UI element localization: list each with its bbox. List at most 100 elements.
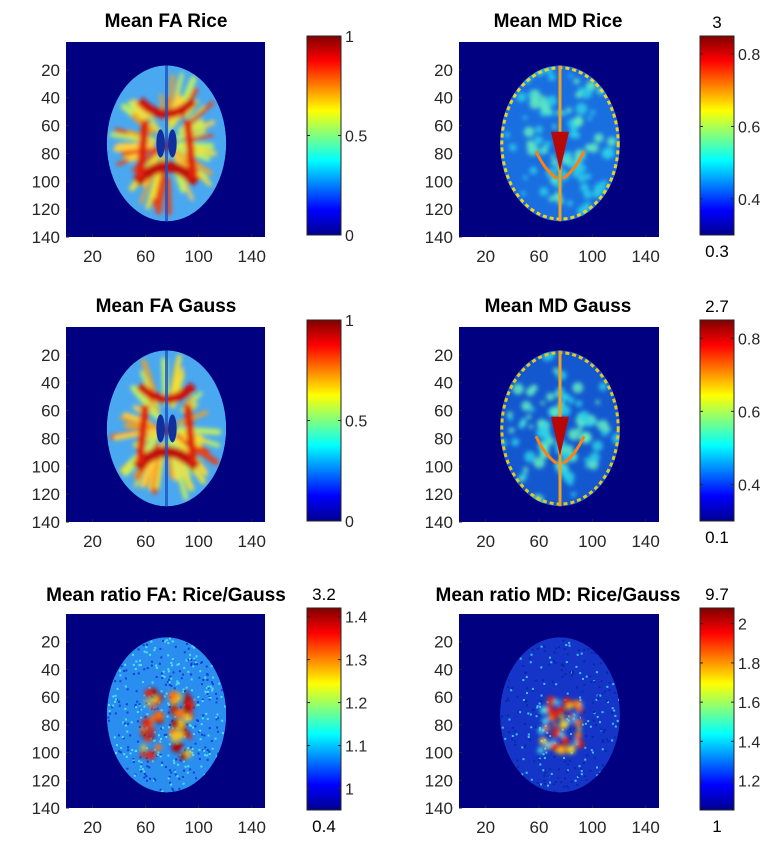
x-tick-label: 20 xyxy=(83,247,102,266)
y-tick-label: 100 xyxy=(425,172,453,191)
colorbar-tick-label: 0.5 xyxy=(345,129,367,146)
colorbar-max-label: 3 xyxy=(712,13,721,32)
panel-title: Mean FA Rice xyxy=(105,11,228,32)
colorbar-tick-label: 0 xyxy=(345,514,354,531)
y-tick-label: 40 xyxy=(41,89,60,108)
x-tick-label: 140 xyxy=(238,247,266,266)
x-tick-label: 60 xyxy=(136,247,155,266)
y-tick-label: 60 xyxy=(434,688,453,707)
y-tick-label: 40 xyxy=(41,660,60,679)
colorbar: 00.51 xyxy=(306,29,367,245)
y-tick-label: 100 xyxy=(32,744,60,763)
x-tick-label: 100 xyxy=(184,818,212,837)
colorbar-gradient xyxy=(699,607,735,811)
panel: Mean ratio MD: Rice/Gauss 20 60 100 140 20 40 6… xyxy=(425,585,761,837)
colorbar: 1 1.1 1.2 1.3 1.4 3.2 0.4 xyxy=(306,585,367,836)
x-tick-label: 60 xyxy=(530,247,549,266)
brain-image xyxy=(500,65,620,222)
y-tick-label: 80 xyxy=(41,716,60,735)
x-tick-label: 60 xyxy=(530,532,549,551)
x-tick-label: 100 xyxy=(184,532,212,551)
y-tick-label: 60 xyxy=(434,117,453,136)
x-tick-label: 100 xyxy=(184,247,212,266)
colorbar-tick-label: 1 xyxy=(345,313,354,330)
colorbar-tick-label: 1.2 xyxy=(345,696,367,713)
y-tick-label: 20 xyxy=(41,61,60,80)
y-tick-label: 40 xyxy=(434,374,453,393)
y-tick-label: 20 xyxy=(41,346,60,365)
colorbar-tick-label: 0 xyxy=(345,228,354,245)
y-tick-label: 100 xyxy=(425,457,453,476)
x-tick-label: 20 xyxy=(476,532,495,551)
y-tick-label: 60 xyxy=(41,402,60,421)
y-tick-label: 100 xyxy=(32,457,60,476)
y-tick-label: 60 xyxy=(41,117,60,136)
x-tick-label: 140 xyxy=(238,818,266,837)
panel: Mean FA Gauss 20 60 100 140 20 40 60 80 100 120 140… xyxy=(32,296,368,551)
x-tick-label: 20 xyxy=(476,818,495,837)
y-tick-label: 20 xyxy=(434,346,453,365)
y-tick-label: 140 xyxy=(425,228,453,247)
colorbar-tick-label: 0.4 xyxy=(738,477,760,494)
y-tick-label: 140 xyxy=(32,799,60,818)
panel-title: Mean FA Gauss xyxy=(96,296,237,317)
y-tick-label: 80 xyxy=(41,144,60,163)
x-tick-label: 60 xyxy=(530,818,549,837)
colorbar-gradient xyxy=(306,319,342,522)
colorbar-tick-label: 1.1 xyxy=(345,739,367,756)
colorbar-tick-label: 0.6 xyxy=(738,404,760,421)
y-tick-label: 140 xyxy=(32,228,60,247)
y-tick-label: 20 xyxy=(434,61,453,80)
x-tick-label: 140 xyxy=(631,532,659,551)
colorbar-gradient xyxy=(699,319,735,522)
y-tick-label: 120 xyxy=(425,200,453,219)
panel-title: Mean ratio FA: Rice/Gauss xyxy=(46,585,286,606)
y-tick-label: 140 xyxy=(425,513,453,532)
colorbar-tick-label: 2 xyxy=(738,617,747,634)
colorbar-gradient xyxy=(306,35,342,236)
y-tick-label: 120 xyxy=(425,771,453,790)
y-tick-label: 120 xyxy=(32,485,60,504)
colorbar-tick-label: 1 xyxy=(345,29,354,46)
y-tick-label: 140 xyxy=(425,799,453,818)
y-tick-label: 120 xyxy=(32,200,60,219)
colorbar-tick-label: 0.8 xyxy=(738,47,760,64)
y-tick-label: 80 xyxy=(434,144,453,163)
panel-title: Mean MD Gauss xyxy=(485,296,632,317)
x-tick-label: 100 xyxy=(578,247,606,266)
y-tick-label: 80 xyxy=(41,429,60,448)
panel: Mean MD Rice 20 60 100 140 20 40 60 80 100 120 140 0… xyxy=(425,11,761,266)
colorbar-tick-label: 1.4 xyxy=(738,734,760,751)
x-tick-label: 100 xyxy=(578,532,606,551)
y-tick-label: 120 xyxy=(32,771,60,790)
x-tick-label: 140 xyxy=(631,247,659,266)
y-tick-label: 20 xyxy=(41,633,60,652)
brain-image xyxy=(500,637,620,793)
colorbar-tick-label: 1.4 xyxy=(345,610,367,627)
x-tick-label: 100 xyxy=(578,818,606,837)
colorbar-max-label: 3.2 xyxy=(312,585,336,604)
panel: Mean FA Rice 20 60 100 140 20 40 60 80 100 120 140 0… xyxy=(32,11,368,266)
y-tick-label: 80 xyxy=(434,429,453,448)
y-tick-label: 120 xyxy=(425,485,453,504)
colorbar-min-label: 0.3 xyxy=(705,242,729,261)
colorbar-tick-label: 0.8 xyxy=(738,331,760,348)
panel: Mean MD Gauss 20 60 100 140 20 40 60 80 100 120 140… xyxy=(425,296,761,551)
colorbar-min-label: 1 xyxy=(712,817,721,836)
y-tick-label: 140 xyxy=(32,513,60,532)
colorbar: 1.2 1.4 1.6 1.8 2 9.7 1 xyxy=(699,585,760,836)
colorbar-tick-label: 1.3 xyxy=(345,653,367,670)
colorbar: 0.4 0.6 0.8 3 0.3 xyxy=(699,13,760,261)
colorbar-tick-label: 0.5 xyxy=(345,414,367,431)
x-tick-label: 20 xyxy=(476,247,495,266)
colorbar-tick-label: 0.4 xyxy=(738,192,760,209)
x-tick-label: 140 xyxy=(631,818,659,837)
y-tick-label: 60 xyxy=(434,402,453,421)
colorbar-max-label: 9.7 xyxy=(705,585,729,604)
colorbar-min-label: 0.4 xyxy=(312,817,336,836)
colorbar-gradient xyxy=(699,35,735,236)
colorbar-tick-label: 1.6 xyxy=(738,695,760,712)
brain-image xyxy=(106,350,227,507)
